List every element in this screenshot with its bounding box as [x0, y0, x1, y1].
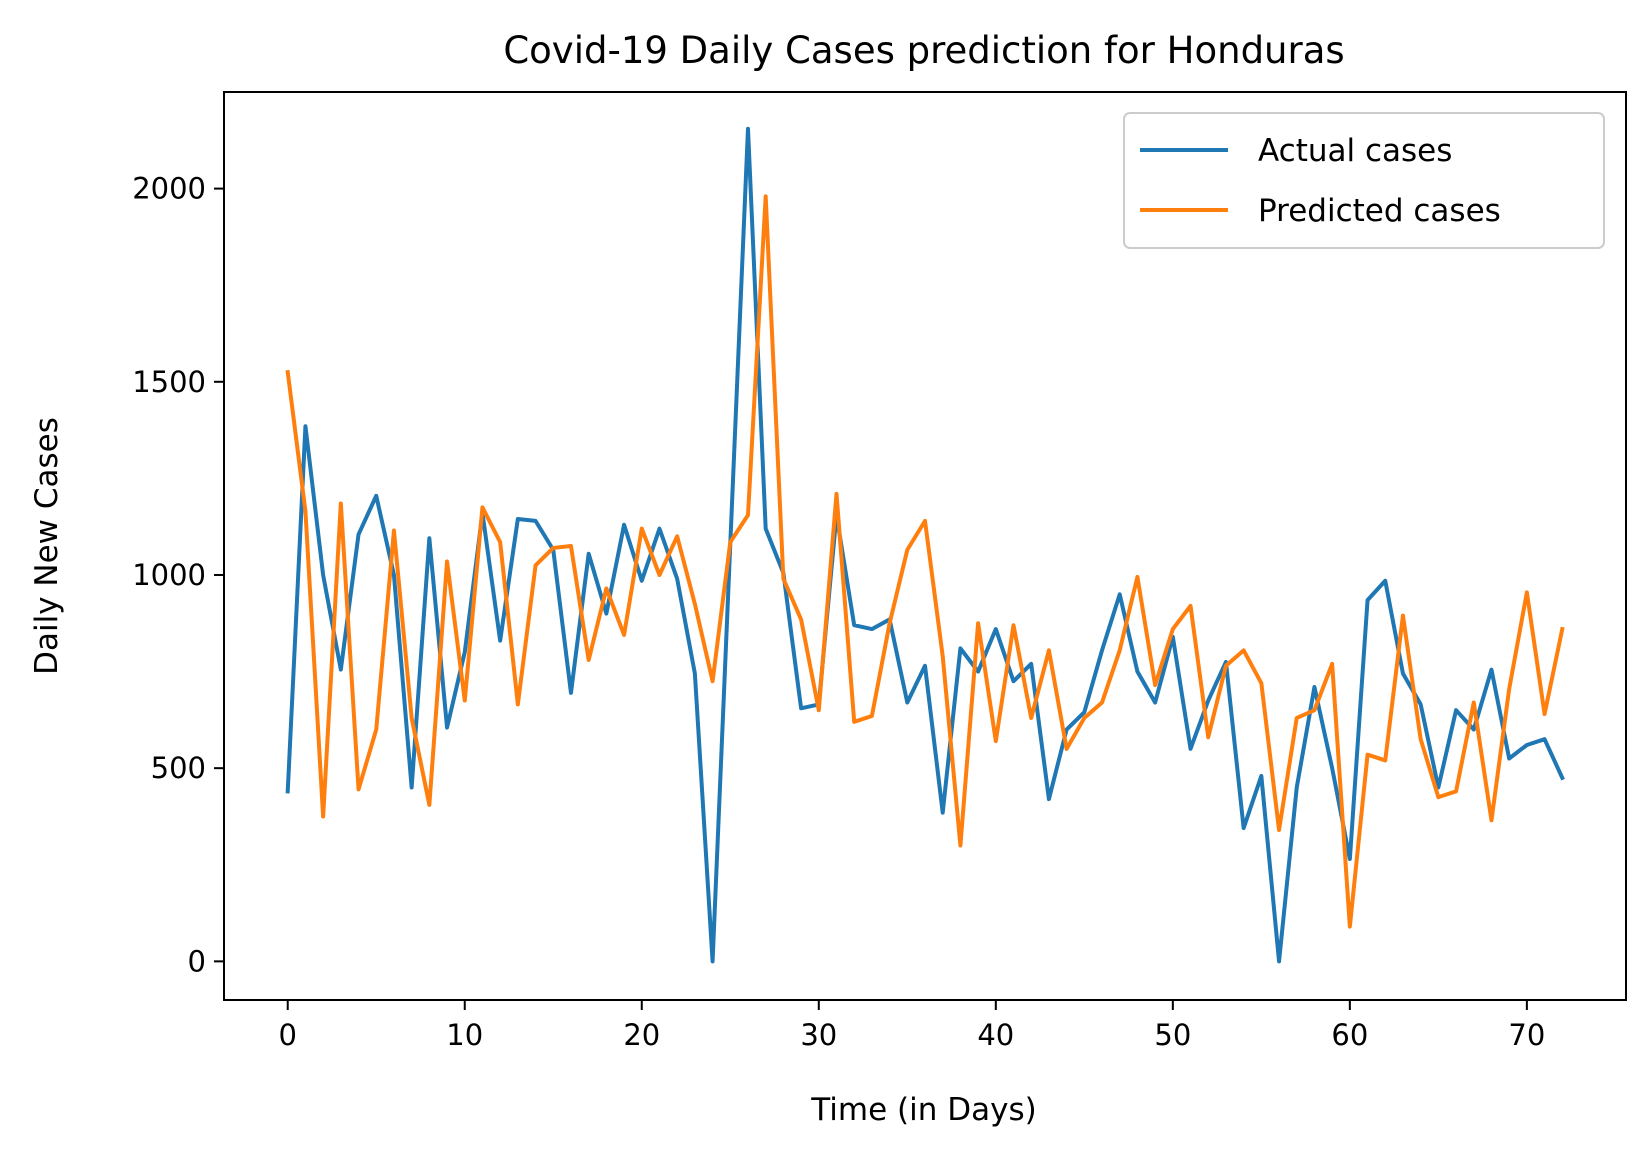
y-tick-label: 0	[188, 944, 206, 978]
x-tick-label: 70	[1508, 1018, 1545, 1052]
plot-area-frame	[223, 91, 1627, 1001]
x-tick-label: 60	[1331, 1018, 1368, 1052]
x-axis-label: Time (in Days)	[810, 1092, 1036, 1128]
x-tick-label: 0	[279, 1018, 297, 1052]
series-line-predicted	[285, 194, 1565, 929]
x-tick-label: 50	[1154, 1018, 1191, 1052]
y-tick-label: 2000	[132, 172, 206, 206]
x-tick-label: 40	[977, 1018, 1014, 1052]
legend-box	[1123, 112, 1605, 249]
chart-title: Covid-19 Daily Cases prediction for Hond…	[503, 29, 1344, 72]
y-axis: 0 500 1000 1500 2000	[132, 172, 224, 978]
x-axis: 0 10 20 30 40 50 60 70	[279, 1000, 1545, 1052]
x-tick-label: 20	[623, 1018, 660, 1052]
series-line-actual	[285, 126, 1565, 964]
x-tick-label: 10	[446, 1018, 483, 1052]
series-lines	[285, 126, 1565, 964]
legend-label: Predicted cases	[1258, 193, 1501, 229]
y-tick-label: 1000	[132, 558, 206, 592]
y-tick-label: 500	[151, 751, 206, 785]
x-tick-label: 30	[800, 1018, 837, 1052]
legend: Actual cases Predicted cases	[1123, 112, 1605, 249]
legend-label: Actual cases	[1258, 133, 1452, 169]
y-axis-label: Daily New Cases	[29, 417, 65, 675]
y-tick-label: 1500	[132, 365, 206, 399]
